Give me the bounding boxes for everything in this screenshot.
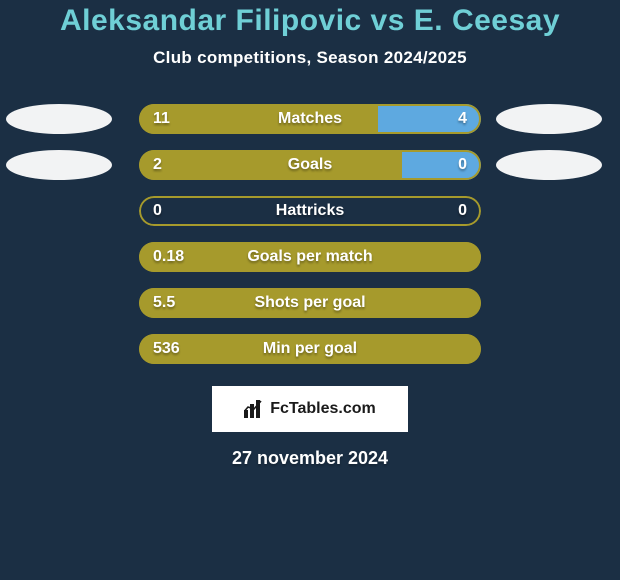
stat-metric-label: Hattricks [276,202,344,220]
stat-metric-label: Matches [278,110,342,128]
stat-value-left: 2 [153,156,162,174]
stat-fill-left [139,104,378,134]
stat-value-right: 0 [458,202,467,220]
stat-value-left: 0 [153,202,162,220]
stat-metric-label: Min per goal [263,340,357,358]
stat-metric-label: Shots per goal [254,294,365,312]
subtitle: Club competitions, Season 2024/2025 [0,48,620,68]
stat-value-left: 0.18 [153,248,184,266]
stat-row: 536 Min per goal [0,326,620,372]
stat-row: 0.18 Goals per match [0,234,620,280]
stat-row: 0 0 Hattricks [0,188,620,234]
stat-bar: 0 0 Hattricks [139,196,481,226]
stat-row: 11 4 Matches [0,96,620,142]
stat-bar: 2 0 Goals [139,150,481,180]
stat-value-left: 536 [153,340,180,358]
stat-bar: 0.18 Goals per match [139,242,481,272]
bar-chart-icon [244,400,264,418]
stat-bar: 536 Min per goal [139,334,481,364]
stat-value-right: 4 [458,110,467,128]
stat-value-left: 5.5 [153,294,175,312]
stat-bar: 5.5 Shots per goal [139,288,481,318]
player-avatar-left [6,150,112,180]
stat-value-left: 11 [153,110,170,128]
player-avatar-left [6,104,112,134]
stat-value-right: 0 [458,156,467,174]
stat-fill-right [402,150,481,180]
stat-row: 5.5 Shots per goal [0,280,620,326]
stat-metric-label: Goals [288,156,332,174]
brand-logo: FcTables.com [212,386,408,432]
brand-logo-text: FcTables.com [270,400,376,418]
footer-date: 27 november 2024 [0,448,620,469]
stat-fill-left [139,150,402,180]
stat-metric-label: Goals per match [247,248,372,266]
comparison-card: Aleksandar Filipovic vs E. Ceesay Club c… [0,0,620,580]
stats-rows: 11 4 Matches 2 0 Goals 0 0 Hattricks 0.18 Goals pe… [0,96,620,372]
page-title: Aleksandar Filipovic vs E. Ceesay [0,0,620,38]
stat-bar: 11 4 Matches [139,104,481,134]
player-avatar-right [496,150,602,180]
stat-row: 2 0 Goals [0,142,620,188]
player-avatar-right [496,104,602,134]
